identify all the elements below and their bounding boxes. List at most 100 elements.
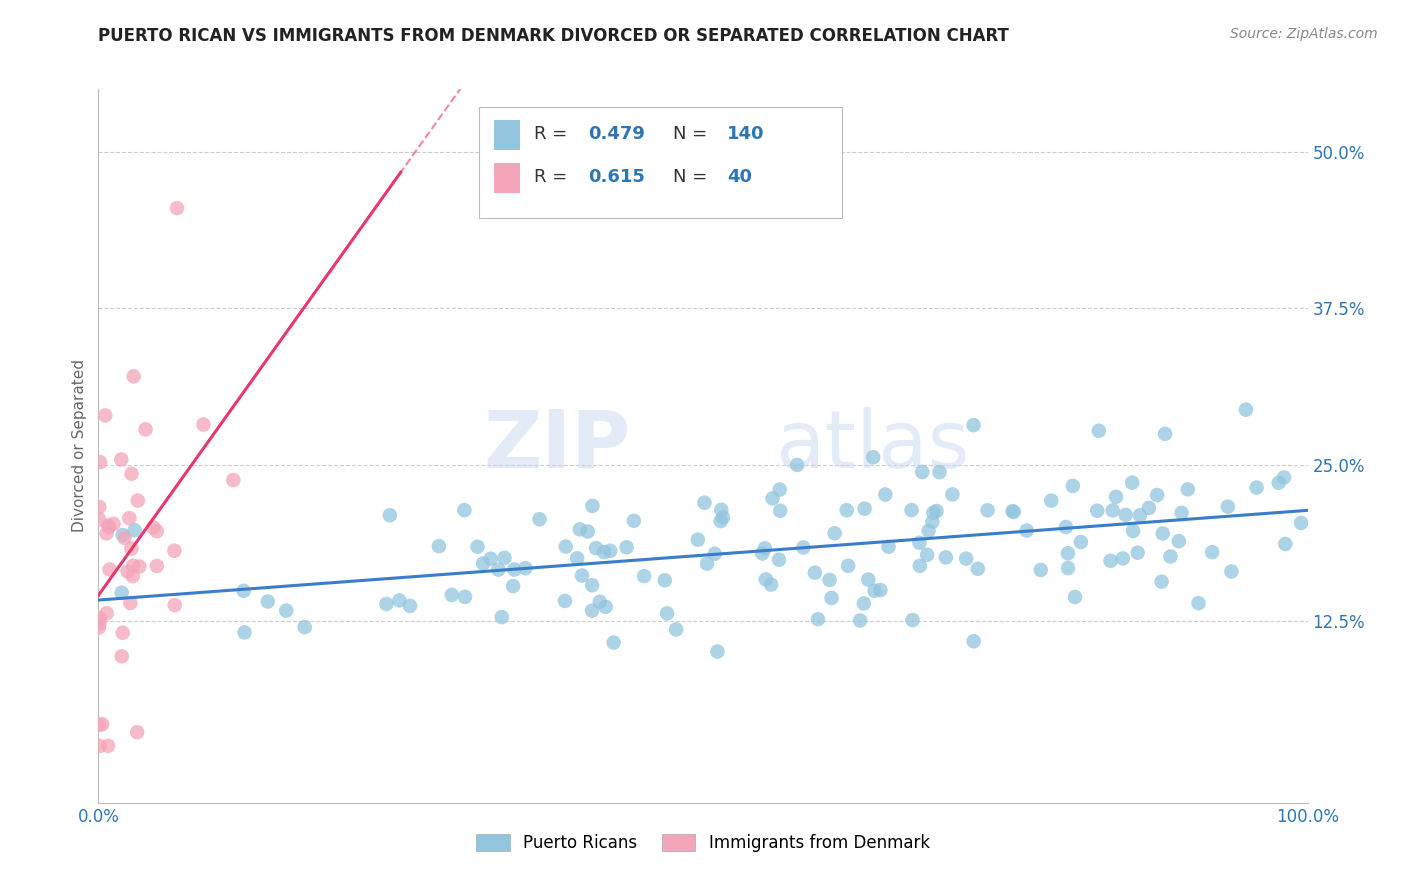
Point [1121, 475, 1143, 490]
Point [127, 493, 149, 508]
Point [232, 583, 254, 598]
Point [1062, 479, 1084, 493]
Point [111, 585, 134, 599]
Y-axis label: Divorced or Separated: Divorced or Separated [72, 359, 87, 533]
Point [146, 524, 169, 538]
Text: ZIP: ZIP [484, 407, 630, 485]
Point [1126, 546, 1149, 560]
Text: 140: 140 [727, 125, 765, 143]
Text: 0.479: 0.479 [588, 125, 645, 143]
Legend: Puerto Ricans, Immigrants from Denmark: Puerto Ricans, Immigrants from Denmark [470, 827, 936, 859]
Point [1167, 534, 1189, 549]
Point [1101, 503, 1123, 517]
Point [1274, 537, 1296, 551]
Point [1289, 516, 1312, 530]
Point [686, 533, 709, 547]
Point [111, 625, 134, 640]
Point [1099, 554, 1122, 568]
Point [863, 583, 886, 598]
Point [114, 531, 136, 545]
Point [89, 616, 111, 631]
Point [1029, 563, 1052, 577]
Point [759, 577, 782, 591]
Point [1152, 526, 1174, 541]
Point [751, 547, 773, 561]
Point [1105, 490, 1128, 504]
Point [955, 551, 977, 566]
FancyBboxPatch shape [479, 107, 842, 218]
Point [633, 569, 655, 583]
Point [693, 496, 716, 510]
Point [502, 579, 524, 593]
Point [706, 644, 728, 658]
Point [877, 540, 900, 554]
Point [1057, 561, 1080, 575]
Point [122, 558, 145, 573]
Point [921, 515, 943, 529]
Point [111, 649, 134, 664]
Point [89, 611, 111, 625]
Point [1187, 596, 1209, 610]
Point [97, 739, 120, 753]
Point [862, 450, 884, 465]
Text: 40: 40 [727, 168, 752, 186]
Point [853, 501, 876, 516]
Point [120, 596, 142, 610]
Point [852, 596, 875, 610]
Point [554, 540, 576, 554]
Point [163, 598, 186, 612]
Point [915, 548, 938, 562]
Point [869, 582, 891, 597]
Point [593, 545, 616, 559]
Point [486, 563, 509, 577]
Point [818, 573, 841, 587]
Point [89, 500, 111, 514]
Point [908, 558, 931, 573]
Point [1146, 488, 1168, 502]
Point [1088, 424, 1111, 438]
Point [786, 458, 808, 472]
Point [454, 590, 477, 604]
Point [91, 717, 114, 731]
Point [472, 557, 495, 571]
Point [1201, 545, 1223, 559]
Point [142, 520, 165, 534]
Point [1054, 520, 1077, 534]
Point [807, 612, 830, 626]
Point [98, 562, 121, 576]
Point [711, 510, 734, 524]
Point [1085, 504, 1108, 518]
Point [1040, 493, 1063, 508]
Point [1154, 426, 1177, 441]
Point [388, 593, 411, 607]
Point [96, 526, 118, 541]
Point [163, 543, 186, 558]
Text: atlas: atlas [776, 407, 970, 485]
Point [529, 512, 551, 526]
Point [654, 574, 676, 588]
Point [571, 568, 593, 582]
Point [837, 558, 859, 573]
Point [922, 506, 945, 520]
Point [917, 524, 939, 538]
FancyBboxPatch shape [494, 120, 520, 150]
Point [858, 573, 880, 587]
Point [824, 526, 846, 541]
Point [585, 541, 607, 555]
Point [117, 565, 139, 579]
Point [581, 499, 603, 513]
Point [589, 595, 612, 609]
Point [1216, 500, 1239, 514]
Point [103, 516, 125, 531]
Point [89, 512, 111, 526]
Point [98, 520, 121, 534]
Point [1015, 524, 1038, 538]
Point [908, 535, 931, 549]
Point [1001, 504, 1024, 518]
Text: Source: ZipAtlas.com: Source: ZipAtlas.com [1230, 27, 1378, 41]
Point [976, 503, 998, 517]
Text: 0.615: 0.615 [588, 168, 645, 186]
Text: R =: R = [534, 125, 572, 143]
Point [1220, 565, 1243, 579]
Point [665, 623, 688, 637]
